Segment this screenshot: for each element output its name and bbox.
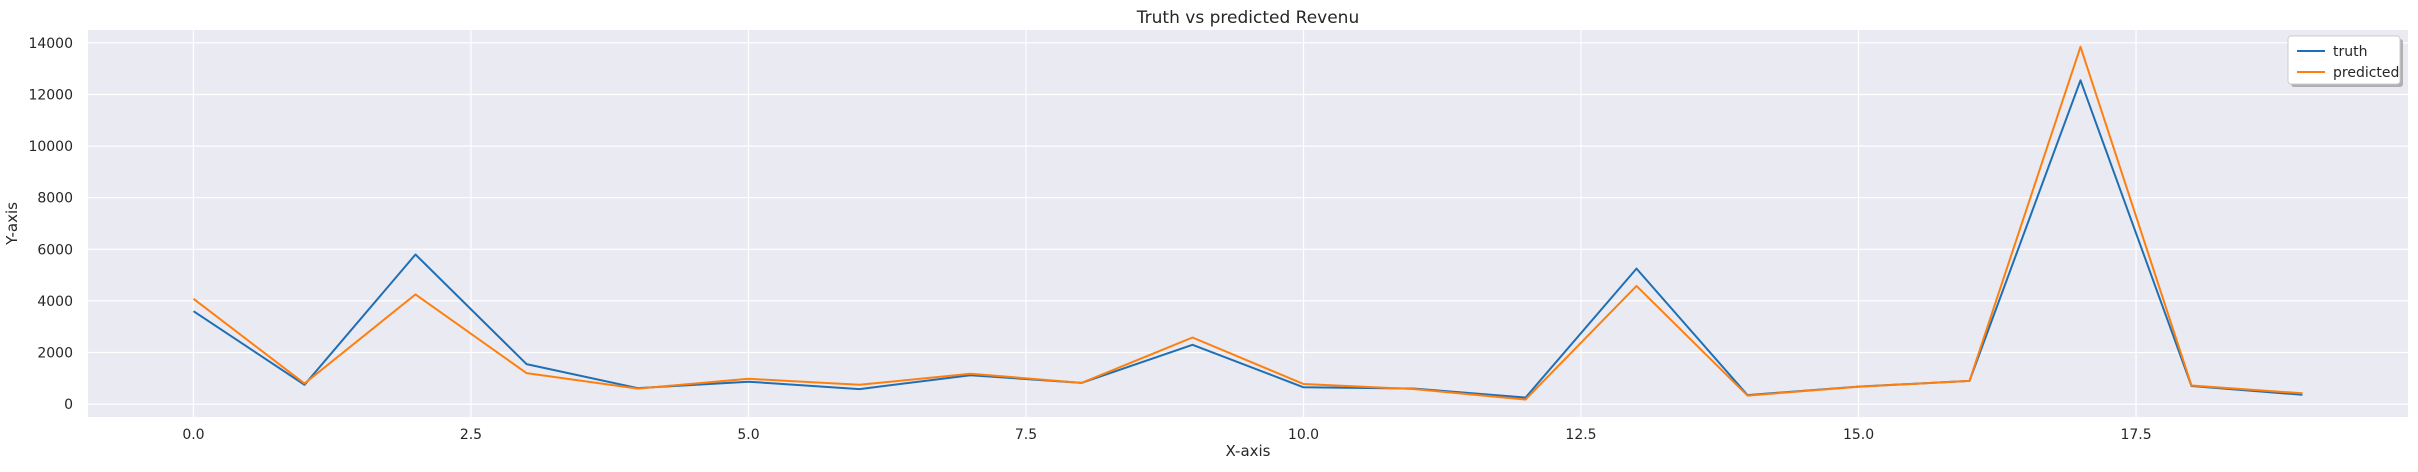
x-tick-label: 12.5 [1565,427,1596,443]
y-tick-label: 4000 [37,294,73,310]
y-tick-label: 10000 [28,139,73,155]
x-tick-label: 5.0 [737,427,759,443]
legend-label-predicted: predicted [2333,65,2399,81]
x-tick-label: 15.0 [1843,427,1874,443]
series-lines [192,45,2303,401]
legend: truth predicted [2287,35,2403,87]
x-tick-labels: 0.0 2.5 5.0 7.5 10.0 12.5 15.0 17.5 [182,427,2151,443]
y-tick-labels: 0 2000 4000 6000 8000 10000 12000 14000 [28,36,73,413]
legend-label-truth: truth [2333,44,2367,60]
y-tick-label: 8000 [37,191,73,207]
x-tick-label: 2.5 [460,427,482,443]
series-line-predicted [192,45,2303,401]
y-tick-label: 14000 [28,36,73,52]
x-tick-label: 7.5 [1015,427,1037,443]
x-tick-label: 0.0 [182,427,204,443]
x-axis-label: X-axis [1226,442,1271,460]
x-tick-label: 10.0 [1288,427,1319,443]
y-tick-label: 6000 [37,242,73,258]
y-tick-label: 0 [64,397,73,413]
x-tick-label: 17.5 [2120,427,2151,443]
y-tick-label: 2000 [37,346,73,362]
chart-title: Truth vs predicted Revenu [1136,8,1359,28]
grid [88,30,2408,417]
y-tick-label: 12000 [28,88,73,104]
y-axis-label: Y-axis [3,202,21,246]
plot-area [88,30,2408,417]
